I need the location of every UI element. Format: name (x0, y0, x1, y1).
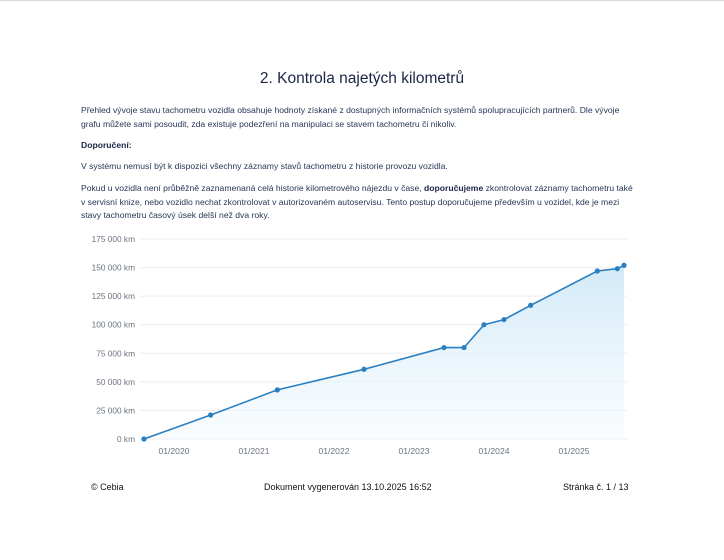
data-point (441, 344, 447, 351)
data-point (141, 436, 147, 442)
recommendation-heading: Doporučení: (81, 140, 132, 150)
data-point (461, 344, 467, 351)
intro-paragraph: Přehled vývoje stavu tachometru vozidla … (81, 105, 620, 129)
data-point (481, 322, 487, 328)
data-point (621, 262, 627, 268)
y-tick-label: 150 000 km (92, 263, 135, 273)
data-point (501, 316, 507, 323)
data-point (361, 366, 367, 372)
y-tick-label: 175 000 km (92, 234, 135, 244)
footer-copyright: © Cebia (91, 482, 124, 492)
y-tick-label: 25 000 km (96, 405, 135, 415)
data-point (208, 412, 214, 418)
data-point (614, 266, 620, 272)
footer-page-number: Stránka č. 1 / 13 (563, 482, 629, 492)
x-tick-label: 01/2024 (478, 446, 509, 456)
page-top-border (0, 0, 724, 1)
x-tick-label: 01/2020 (158, 446, 189, 456)
data-point (528, 302, 534, 308)
x-tick-label: 01/2025 (558, 446, 589, 456)
x-tick-label: 01/2023 (398, 446, 429, 456)
y-tick-label: 125 000 km (92, 291, 135, 301)
advice-text: Pokud u vozidla není průběžně zaznamenan… (81, 183, 425, 193)
y-tick-label: 50 000 km (96, 377, 135, 387)
page-title: 2. Kontrola najetých kilometrů (259, 70, 465, 87)
mileage-chart: 0 km 25 000 km 50 000 km 75 000 km 100 000 k… (92, 234, 627, 456)
advice-bold: doporučujeme (424, 183, 484, 193)
y-tick-label: 100 000 km (92, 320, 135, 330)
y-tick-label: 75 000 km (96, 348, 135, 358)
x-tick-label: 01/2022 (318, 446, 349, 456)
mileage-line (143, 264, 625, 440)
footer-generated: Dokument vygenerován 13.10.2025 16:52 (264, 482, 432, 492)
advice-paragraph: Pokud u vozidla není průběžně zaznamenan… (81, 182, 639, 223)
data-point (594, 268, 600, 274)
x-tick-label: 01/2021 (238, 446, 269, 456)
note-paragraph: V systému nemusí být k dispozici všechny… (81, 161, 448, 171)
data-point (274, 387, 280, 393)
advice-text-rest: zkontrolovat záznamy tachometru také v s… (81, 183, 633, 221)
y-tick-label: 0 km (117, 434, 135, 444)
